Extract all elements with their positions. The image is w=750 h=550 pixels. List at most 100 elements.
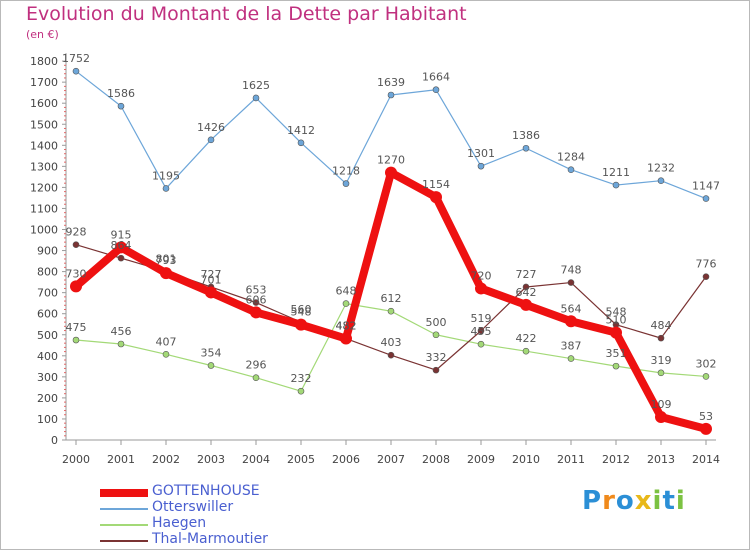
series-segment-otterswiller [75, 70, 122, 107]
series-segment-otterswiller [390, 89, 437, 96]
data-label: 606 [246, 293, 267, 306]
data-label: 500 [426, 316, 447, 329]
data-point-otterswiller [522, 144, 530, 152]
data-point-gottenhouse [430, 191, 442, 204]
data-point-otterswiller [72, 67, 80, 75]
legend-label: Haegen [152, 515, 207, 531]
series-segment-thal-marmoutier [615, 324, 662, 339]
data-point-thal-marmoutier [477, 327, 485, 335]
series-segment-gottenhouse [387, 168, 440, 202]
series-segment-haegen [300, 302, 347, 392]
data-point-thal-marmoutier [387, 351, 395, 359]
logo-letter: x [634, 486, 653, 516]
data-label: 727 [516, 268, 537, 281]
data-point-thal-marmoutier [567, 279, 575, 286]
series-segment-gottenhouse [432, 193, 485, 293]
series-segment-haegen [255, 377, 302, 392]
data-label: 648 [336, 285, 357, 298]
legend-label: GOTTENHOUSE [152, 483, 260, 499]
data-label: 793 [156, 254, 177, 267]
data-label: 653 [246, 284, 267, 297]
data-label: 1211 [602, 166, 630, 179]
data-label: 1639 [377, 76, 405, 89]
x-tick-label: 2014 [692, 453, 720, 466]
data-point-otterswiller [477, 162, 485, 170]
data-point-otterswiller [252, 94, 260, 102]
data-point-thal-marmoutier [522, 283, 530, 291]
data-label: 720 [471, 269, 492, 282]
data-point-haegen [387, 307, 395, 315]
data-point-otterswiller [207, 136, 215, 144]
data-label: 864 [111, 239, 132, 252]
y-tick-label: 100 [37, 413, 58, 426]
data-label: 1147 [692, 180, 720, 193]
series-segment-gottenhouse [297, 320, 350, 343]
data-label: 1752 [62, 52, 90, 65]
data-point-gottenhouse [115, 241, 127, 254]
data-label: 1284 [557, 151, 585, 164]
series-segment-haegen [570, 357, 617, 367]
data-label: 1301 [467, 147, 495, 160]
series-segment-otterswiller [660, 180, 707, 200]
data-point-thal-marmoutier [702, 273, 710, 280]
data-point-haegen [252, 374, 260, 381]
y-tick-label: 400 [37, 350, 58, 363]
data-point-otterswiller [702, 195, 710, 202]
logo-letter: r [602, 486, 616, 516]
data-label: 1625 [242, 79, 270, 92]
data-label: 1195 [152, 169, 180, 182]
y-tick-label: 700 [37, 287, 58, 300]
data-label: 403 [381, 336, 402, 349]
x-tick-label: 2002 [152, 453, 180, 466]
legend-label: Otterswiller [152, 499, 234, 515]
data-point-gottenhouse [250, 306, 262, 319]
series-segment-otterswiller [345, 94, 392, 185]
data-label: 1218 [332, 165, 360, 178]
series-segment-gottenhouse [117, 243, 170, 278]
legend-swatch [100, 508, 148, 510]
data-point-haegen [567, 355, 575, 362]
data-label: 422 [516, 332, 537, 345]
data-point-haegen [297, 387, 305, 395]
legend-swatch [100, 489, 148, 497]
y-tick-label: 1000 [30, 224, 58, 237]
data-point-thal-marmoutier [72, 241, 80, 248]
data-point-gottenhouse [340, 332, 352, 345]
data-point-otterswiller [162, 185, 170, 192]
y-tick-label: 0 [51, 434, 58, 447]
data-label: 296 [246, 359, 267, 372]
data-point-haegen [477, 340, 485, 348]
data-point-otterswiller [387, 91, 395, 99]
y-tick-label: 1200 [30, 181, 58, 194]
x-tick-label: 2005 [287, 453, 315, 466]
x-tick-label: 2012 [602, 453, 630, 466]
series-segment-otterswiller [525, 147, 572, 171]
data-point-haegen [432, 331, 440, 339]
data-label: 351 [606, 347, 627, 360]
series-segment-haegen [390, 310, 437, 336]
x-tick-label: 2006 [332, 453, 360, 466]
data-label: 748 [561, 264, 582, 277]
data-label: 1386 [512, 129, 540, 142]
series-segment-otterswiller [255, 97, 302, 144]
series-segment-otterswiller [165, 139, 212, 190]
series-segment-thal-marmoutier [480, 286, 527, 332]
series-segment-haegen [480, 343, 527, 352]
y-tick-label: 300 [37, 371, 58, 384]
x-tick-label: 2011 [557, 453, 585, 466]
data-label: 232 [291, 372, 312, 385]
data-label: 332 [426, 351, 447, 364]
series-segment-haegen [660, 372, 707, 378]
series-segment-otterswiller [435, 89, 482, 167]
y-tick-label: 1500 [30, 118, 58, 131]
series-segment-gottenhouse [612, 328, 665, 422]
y-tick-label: 200 [37, 392, 58, 405]
data-point-otterswiller [117, 102, 125, 110]
series-segment-haegen [435, 334, 482, 345]
data-point-otterswiller [432, 86, 440, 94]
y-tick-label: 800 [37, 266, 58, 279]
data-label: 484 [651, 319, 672, 332]
data-label: 109 [651, 398, 672, 411]
y-tick-label: 1800 [30, 55, 58, 68]
